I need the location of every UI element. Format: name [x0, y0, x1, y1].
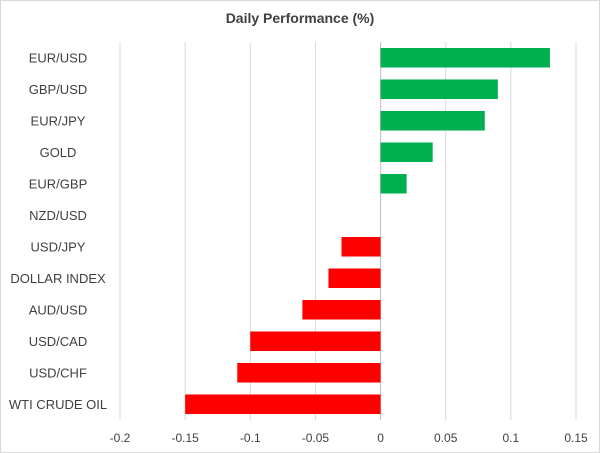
- category-labels: EUR/USD GBP/USD EUR/JPY GOLD EUR/GBP NZD/USD U…: [9, 50, 107, 412]
- bar: [302, 299, 381, 320]
- category-label: USD/CHF: [29, 365, 87, 380]
- category-label: USD/CAD: [29, 334, 88, 349]
- category-label: DOLLAR INDEX: [10, 271, 106, 286]
- bar: [328, 268, 381, 289]
- chart-title: Daily Performance (%): [225, 10, 375, 26]
- bar: [250, 331, 381, 352]
- bars: [185, 47, 550, 415]
- category-label: GBP/USD: [29, 82, 88, 97]
- bar: [380, 79, 498, 100]
- category-label: EUR/JPY: [31, 113, 86, 128]
- category-label: GOLD: [40, 145, 77, 160]
- bar: [237, 362, 381, 383]
- category-label: WTI CRUDE OIL: [9, 397, 107, 412]
- category-label: AUD/USD: [29, 302, 88, 317]
- x-tick-label: 0.15: [564, 431, 588, 445]
- x-tick-labels: -0.2 -0.15 -0.1 -0.05 0 0.05 0.1 0.15: [110, 431, 588, 445]
- x-tick-label: 0.1: [503, 431, 520, 445]
- grid-lines: [119, 42, 577, 420]
- x-tick-label: -0.15: [171, 431, 199, 445]
- x-tick-label: -0.05: [302, 431, 330, 445]
- bar: [185, 394, 381, 415]
- bar: [380, 110, 485, 131]
- bar: [380, 47, 550, 68]
- bar: [380, 173, 407, 194]
- category-label: USD/JPY: [31, 239, 86, 254]
- x-tick-label: 0.05: [434, 431, 458, 445]
- category-label: EUR/GBP: [29, 176, 88, 191]
- bar: [380, 142, 433, 163]
- x-tick-label: -0.2: [110, 431, 131, 445]
- x-tick-label: 0: [377, 431, 384, 445]
- x-tick-label: -0.1: [240, 431, 261, 445]
- category-label: NZD/USD: [29, 208, 87, 223]
- category-label: EUR/USD: [29, 50, 88, 65]
- bar: [341, 236, 381, 257]
